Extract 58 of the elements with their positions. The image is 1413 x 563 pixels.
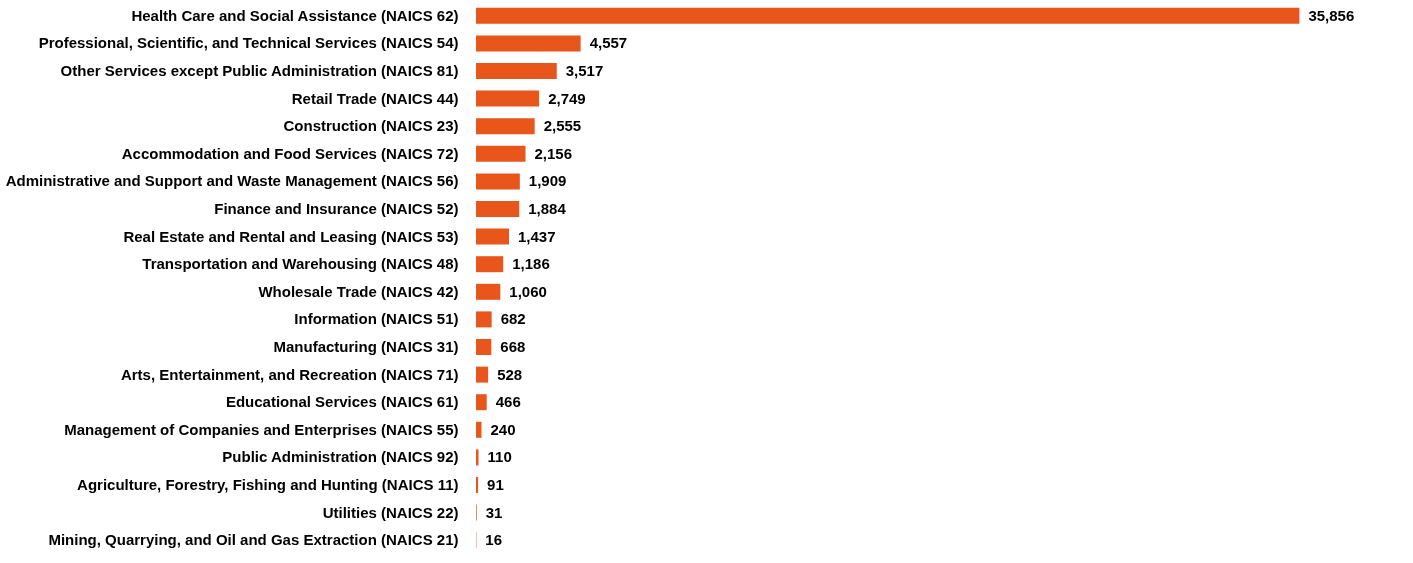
bar — [476, 421, 482, 438]
data-label: 1,437 — [518, 227, 556, 245]
bar — [476, 145, 526, 162]
bar — [476, 90, 540, 107]
data-label: 1,186 — [512, 255, 550, 273]
bar — [476, 173, 520, 190]
y-tick-label: Retail Trade (NAICS 44) — [291, 89, 459, 107]
bar — [476, 118, 535, 135]
data-label: 16 — [485, 531, 503, 549]
bar — [476, 311, 492, 328]
y-tick-label: Wholesale Trade (NAICS 42) — [258, 282, 459, 300]
y-tick-label: Agriculture, Forestry, Fishing and Hunting (NAICS 11) — [77, 476, 459, 493]
data-label: 1,909 — [528, 172, 567, 190]
y-tick-label: Health Care and Social Assistance (NAICS 62) — [131, 6, 459, 24]
bar — [476, 228, 509, 245]
y-tick-label: Other Services except Public Administration (NAICS 81) — [60, 62, 459, 79]
y-tick-label: Arts, Entertainment, and Recreation (NAICS 71) — [120, 365, 459, 383]
data-label: 2,156 — [534, 144, 573, 162]
bar — [476, 394, 487, 411]
bar — [476, 449, 479, 466]
bar — [476, 477, 479, 493]
data-label: 682 — [500, 310, 526, 328]
data-label: 91 — [487, 476, 504, 493]
y-tick-label: Real Estate and Rental and Leasing (NAICS 53) — [123, 227, 459, 245]
y-tick-label: Information (NAICS 51) — [294, 310, 459, 328]
bar — [476, 256, 504, 273]
data-label: 668 — [500, 338, 526, 355]
y-tick-label: Transportation and Warehousing (NAICS 48) — [142, 255, 459, 273]
bar — [476, 339, 492, 355]
y-tick-label: Finance and Insurance (NAICS 52) — [214, 200, 459, 217]
bar — [476, 201, 520, 217]
data-label: 35,856 — [1308, 6, 1355, 24]
data-label: 4,557 — [589, 34, 628, 52]
y-tick-label: Administrative and Support and Waste Management (NAICS 56) — [5, 172, 459, 190]
y-tick-label: Construction (NAICS 23) — [283, 117, 459, 135]
bar — [476, 35, 581, 52]
data-label: 1,884 — [528, 200, 567, 217]
y-tick-label: Public Administration (NAICS 92) — [222, 448, 459, 466]
y-tick-label: Educational Services (NAICS 61) — [225, 393, 459, 411]
data-label: 466 — [495, 393, 521, 411]
bar — [476, 7, 1300, 24]
data-label: 528 — [497, 365, 523, 383]
data-label: 31 — [485, 503, 503, 521]
data-label: 110 — [487, 448, 512, 466]
bar — [476, 63, 557, 79]
y-tick-label: Management of Companies and Enterprises (NAICS 55) — [64, 420, 459, 438]
y-tick-label: Mining, Quarrying, and Oil and Gas Extraction (NAICS 21) — [48, 531, 459, 549]
data-label: 1,060 — [509, 282, 547, 300]
bar — [476, 283, 501, 300]
data-label: 240 — [490, 420, 516, 438]
y-tick-label: Accommodation and Food Services (NAICS 72) — [121, 144, 459, 162]
data-label: 2,555 — [543, 117, 582, 135]
data-label: 2,749 — [548, 89, 586, 107]
bar — [476, 366, 489, 383]
data-label: 3,517 — [565, 62, 604, 79]
y-tick-label: Manufacturing (NAICS 31) — [273, 338, 459, 355]
y-tick-label: Utilities (NAICS 22) — [322, 503, 459, 521]
y-tick-label: Professional, Scientific, and Technical Services (NAICS 54) — [38, 34, 459, 52]
